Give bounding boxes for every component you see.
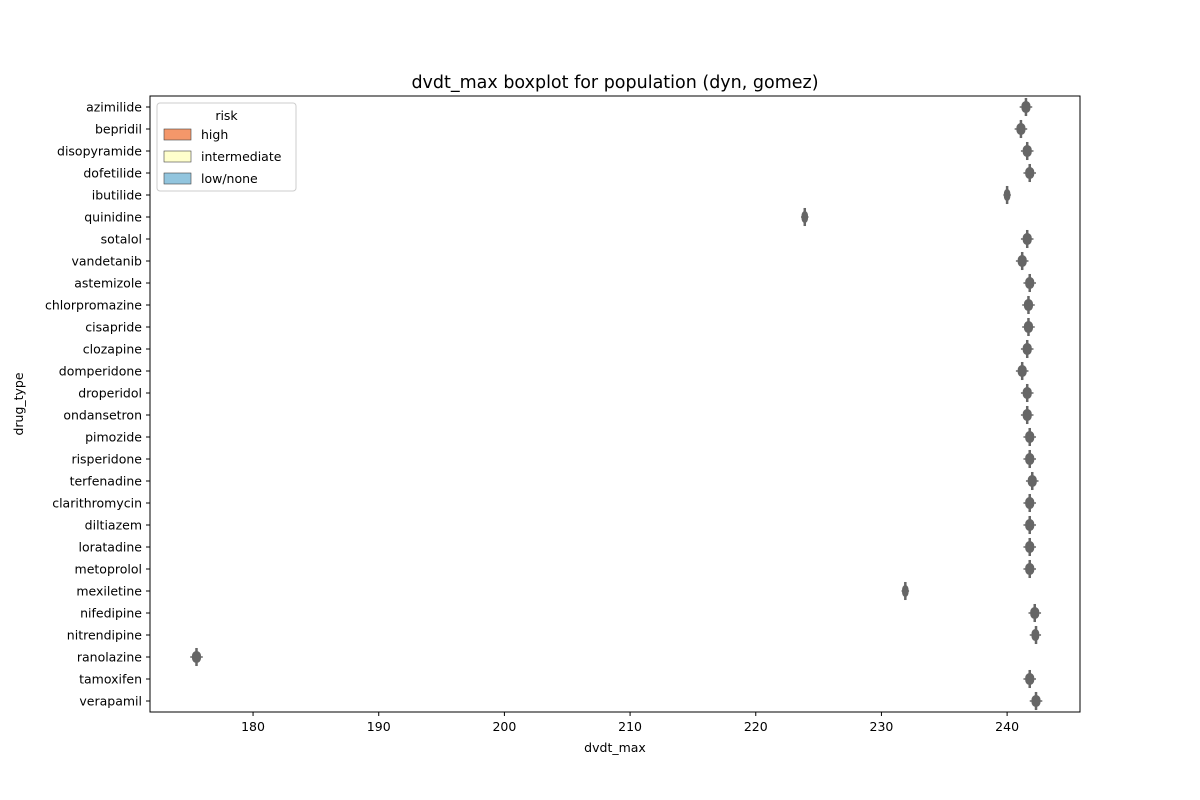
y-tick-label: ranolazine [77, 650, 142, 665]
y-axis-ticks: azimilide bepridil disopyramide dofetilide i… [45, 100, 150, 709]
box-nifedipine [1028, 603, 1042, 623]
x-tick-label: 180 [241, 719, 265, 734]
chart-title: dvdt_max boxplot for population (dyn, go… [411, 73, 818, 93]
y-tick-label: clozapine [83, 342, 143, 357]
legend-label-intermediate: intermediate [201, 149, 282, 164]
legend-frame [156, 102, 297, 192]
y-tick-label: droperidol [78, 386, 142, 401]
y-tick-label: nitrendipine [67, 628, 143, 643]
box-dofetilide [1023, 163, 1037, 183]
y-tick-label: diltiazem [85, 518, 142, 533]
y-tick-label: domperidone [59, 364, 143, 379]
y-tick-label: ibutilide [92, 188, 143, 203]
box-quinidine [801, 207, 809, 227]
box-bepridil [1014, 119, 1028, 139]
x-tick-label: 190 [367, 719, 391, 734]
y-tick-label: bepridil [95, 122, 142, 137]
y-tick-label: chlorpromazine [45, 298, 142, 313]
y-tick-label: cisapride [85, 320, 142, 335]
y-tick-label: pimozide [85, 430, 142, 445]
x-tick-label: 200 [492, 719, 516, 734]
y-tick-label: metoprolol [75, 562, 142, 577]
legend-title: risk [215, 108, 238, 123]
y-tick-label: terfenadine [70, 474, 143, 489]
x-tick-label: 210 [618, 719, 642, 734]
box-sotalol [1020, 229, 1034, 249]
box-vandetanib [1015, 251, 1029, 271]
y-tick-label: clarithromycin [52, 496, 142, 511]
box-cisapride [1022, 317, 1035, 337]
x-axis-ticks: 180 190 200 210 220 230 240 [241, 712, 1019, 734]
boxes-layer [190, 97, 1043, 711]
legend-swatch-intermediate [163, 150, 192, 163]
y-tick-label: tamoxifen [79, 672, 142, 687]
y-tick-label: ondansetron [63, 408, 142, 423]
y-tick-label: verapamil [79, 694, 142, 709]
box-disopyramide [1020, 141, 1034, 161]
box-domperidone [1015, 361, 1029, 381]
box-clozapine [1020, 339, 1034, 359]
legend: risk high intermediate low/none [156, 102, 297, 192]
y-tick-label: nifedipine [80, 606, 142, 621]
legend-swatch-high [163, 128, 192, 141]
y-tick-label: astemizole [74, 276, 142, 291]
box-ondansetron [1020, 405, 1034, 425]
y-axis-title: drug_type [11, 372, 26, 435]
legend-label-high: high [201, 127, 228, 142]
legend-label-low-none: low/none [201, 171, 258, 186]
y-tick-label: risperidone [71, 452, 142, 467]
box-nitrendipine [1029, 625, 1042, 645]
y-tick-label: sotalol [101, 232, 142, 247]
box-verapamil [1029, 691, 1043, 711]
y-tick-label: dofetilide [83, 166, 142, 181]
legend-swatch-low-none [163, 172, 192, 185]
box-chlorpromazine [1022, 295, 1035, 315]
box-diltiazem [1023, 515, 1037, 535]
x-tick-label: 240 [995, 719, 1019, 734]
x-tick-label: 220 [744, 719, 768, 734]
y-tick-label: mexiletine [76, 584, 142, 599]
box-mexiletine [901, 581, 910, 601]
box-metoprolol [1023, 559, 1037, 579]
box-azimilide [1019, 97, 1033, 117]
box-loratadine [1023, 537, 1037, 557]
y-tick-label: loratadine [78, 540, 142, 555]
box-ranolazine [190, 647, 203, 667]
y-tick-label: azimilide [86, 100, 142, 115]
x-axis-title: dvdt_max [584, 740, 646, 755]
plot-frame [149, 95, 1081, 713]
box-terfenadine [1025, 471, 1039, 491]
y-tick-label: vandetanib [72, 254, 143, 269]
box-ibutilide [1003, 185, 1011, 205]
y-tick-label: disopyramide [57, 144, 142, 159]
box-tamoxifen [1023, 669, 1037, 689]
box-risperidone [1023, 449, 1037, 469]
box-astemizole [1023, 273, 1037, 293]
box-clarithromycin [1023, 493, 1037, 513]
box-pimozide [1023, 427, 1037, 447]
x-tick-label: 230 [870, 719, 894, 734]
box-droperidol [1020, 383, 1034, 403]
y-tick-label: quinidine [84, 210, 142, 225]
